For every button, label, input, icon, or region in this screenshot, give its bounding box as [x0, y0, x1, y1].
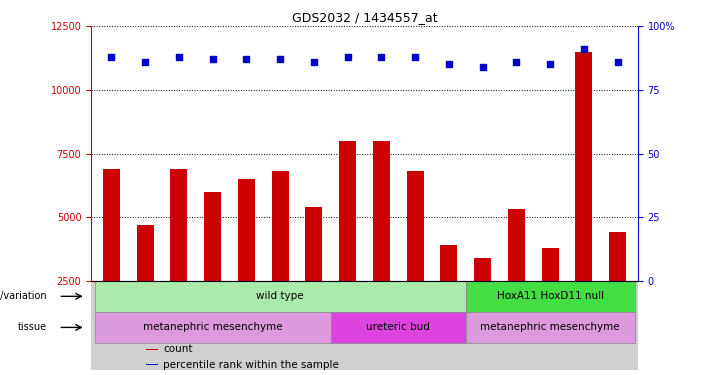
Bar: [576, 52, 592, 344]
Bar: [508, 210, 525, 344]
Point: [342, 54, 353, 60]
Point: [511, 59, 522, 65]
Bar: [373, 141, 390, 344]
Text: metanephric mesenchyme: metanephric mesenchyme: [143, 322, 283, 332]
Bar: [465, 281, 634, 312]
Text: percentile rank within the sample: percentile rank within the sample: [163, 360, 339, 370]
Point: [139, 59, 151, 65]
Text: tissue: tissue: [18, 322, 48, 332]
Text: genotype/variation: genotype/variation: [0, 291, 48, 301]
Point: [578, 46, 590, 52]
Bar: [440, 245, 457, 344]
Text: ureteric bud: ureteric bud: [367, 322, 430, 332]
Bar: [170, 169, 187, 344]
Bar: [95, 281, 465, 312]
Point: [173, 54, 184, 60]
Bar: [146, 349, 158, 350]
Point: [275, 56, 286, 62]
Bar: [331, 312, 465, 343]
Point: [240, 56, 252, 62]
Bar: [609, 232, 626, 344]
Bar: [542, 248, 559, 344]
Text: wild type: wild type: [257, 291, 304, 301]
Point: [106, 54, 117, 60]
Point: [409, 54, 421, 60]
Point: [308, 59, 320, 65]
Bar: [91, 281, 638, 370]
Bar: [146, 364, 158, 365]
Bar: [204, 192, 221, 344]
Bar: [238, 179, 255, 344]
Bar: [306, 207, 322, 344]
Title: GDS2032 / 1434557_at: GDS2032 / 1434557_at: [292, 11, 437, 24]
Point: [477, 64, 489, 70]
Bar: [103, 169, 120, 344]
Bar: [272, 171, 289, 344]
Text: count: count: [163, 344, 193, 354]
Bar: [474, 258, 491, 344]
Bar: [465, 312, 634, 343]
Point: [376, 54, 387, 60]
Text: HoxA11 HoxD11 null: HoxA11 HoxD11 null: [496, 291, 604, 301]
Point: [545, 62, 556, 68]
Bar: [95, 312, 331, 343]
Bar: [137, 225, 154, 344]
Bar: [407, 171, 423, 344]
Text: metanephric mesenchyme: metanephric mesenchyme: [480, 322, 620, 332]
Point: [207, 56, 218, 62]
Bar: [339, 141, 356, 344]
Point: [443, 62, 454, 68]
Point: [612, 59, 623, 65]
